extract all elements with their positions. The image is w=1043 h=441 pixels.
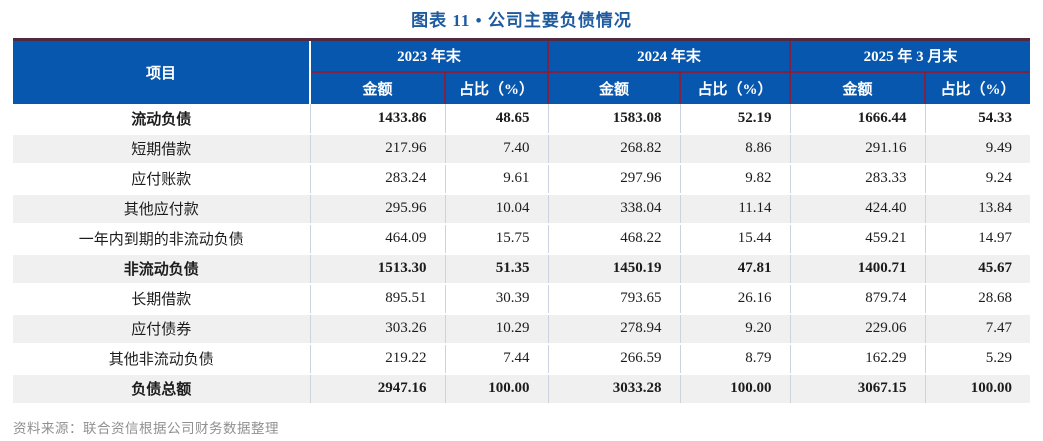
col-header-ratio-2023: 占比（%） <box>443 71 549 104</box>
row-label: 其他应付款 <box>13 193 310 225</box>
cell-value: 5.29 <box>924 343 1031 375</box>
table-row: 应付账款 283.24 9.61 297.96 9.82 283.33 9.24 <box>13 163 1031 195</box>
cell-value: 1450.19 <box>547 253 681 285</box>
cell-value: 45.67 <box>924 253 1031 285</box>
cell-value: 1400.71 <box>789 253 926 285</box>
figure-title: 图表 11 • 公司主要负债情况 <box>411 11 632 30</box>
table-row: 长期借款 895.51 30.39 793.65 26.16 879.74 28.68 <box>13 283 1031 315</box>
cell-value: 297.96 <box>547 163 681 195</box>
row-label: 短期借款 <box>13 133 310 165</box>
col-group-2023: 2023 年末 <box>310 39 549 73</box>
col-header-ratio-2024: 占比（%） <box>679 71 791 104</box>
cell-value: 229.06 <box>789 313 926 345</box>
cell-value: 100.00 <box>444 373 549 405</box>
cell-value: 303.26 <box>309 313 445 345</box>
cell-value: 9.24 <box>924 163 1031 195</box>
cell-value: 10.04 <box>444 193 549 225</box>
cell-value: 217.96 <box>309 133 445 165</box>
table-body: 流动负债 1433.86 48.65 1583.08 52.19 1666.44 54.33… <box>13 103 1031 405</box>
cell-value: 291.16 <box>789 133 926 165</box>
table-row: 负债总额 2947.16 100.00 3033.28 100.00 3067.15 100… <box>13 373 1031 405</box>
col-header-amount-2023: 金额 <box>310 71 445 104</box>
cell-value: 28.68 <box>924 283 1031 315</box>
cell-value: 100.00 <box>679 373 791 405</box>
cell-value: 879.74 <box>789 283 926 315</box>
cell-value: 7.44 <box>444 343 549 375</box>
cell-value: 51.35 <box>444 253 549 285</box>
cell-value: 459.21 <box>789 223 926 255</box>
cell-value: 468.22 <box>547 223 681 255</box>
cell-value: 10.29 <box>444 313 549 345</box>
row-label: 其他非流动负债 <box>13 343 310 375</box>
cell-value: 9.61 <box>444 163 549 195</box>
row-label: 一年内到期的非流动负债 <box>13 223 310 255</box>
cell-value: 13.84 <box>924 193 1031 225</box>
table-row: 一年内到期的非流动负债 464.09 15.75 468.22 15.44 459.21 1… <box>13 223 1031 255</box>
cell-value: 100.00 <box>924 373 1031 405</box>
cell-value: 54.33 <box>924 103 1031 135</box>
cell-value: 283.24 <box>309 163 445 195</box>
cell-value: 9.20 <box>679 313 791 345</box>
cell-value: 1666.44 <box>789 103 926 135</box>
col-header-ratio-2025: 占比（%） <box>924 71 1031 104</box>
row-label: 流动负债 <box>13 103 310 135</box>
cell-value: 283.33 <box>789 163 926 195</box>
table-row: 应付债券 303.26 10.29 278.94 9.20 229.06 7.47 <box>13 313 1031 345</box>
cell-value: 219.22 <box>309 343 445 375</box>
col-group-2024: 2024 年末 <box>547 39 791 73</box>
cell-value: 2947.16 <box>309 373 445 405</box>
cell-value: 1583.08 <box>547 103 681 135</box>
cell-value: 3067.15 <box>789 373 926 405</box>
col-header-amount-2025: 金额 <box>789 71 926 104</box>
cell-value: 266.59 <box>547 343 681 375</box>
col-group-2025: 2025 年 3 月末 <box>789 39 1031 73</box>
source-note: 资料来源：联合资信根据公司财务数据整理 <box>13 421 279 436</box>
cell-value: 895.51 <box>309 283 445 315</box>
table-row: 短期借款 217.96 7.40 268.82 8.86 291.16 9.49 <box>13 133 1031 165</box>
table-row: 其他应付款 295.96 10.04 338.04 11.14 424.40 13.84 <box>13 193 1031 225</box>
table-row: 其他非流动负债 219.22 7.44 266.59 8.79 162.29 5.29 <box>13 343 1031 375</box>
row-label: 应付账款 <box>13 163 310 195</box>
col-header-amount-2024: 金额 <box>547 71 681 104</box>
cell-value: 47.81 <box>679 253 791 285</box>
cell-value: 1433.86 <box>309 103 445 135</box>
cell-value: 26.16 <box>679 283 791 315</box>
table-row: 非流动负债 1513.30 51.35 1450.19 47.81 1400.71 45.6… <box>13 253 1031 285</box>
table-header: 项目 2023 年末 2024 年末 2025 年 3 月末 金额 占比（%） … <box>13 39 1031 104</box>
liabilities-table-wrap: 项目 2023 年末 2024 年末 2025 年 3 月末 金额 占比（%） … <box>13 38 1031 405</box>
cell-value: 793.65 <box>547 283 681 315</box>
cell-value: 9.49 <box>924 133 1031 165</box>
liabilities-table: 项目 2023 年末 2024 年末 2025 年 3 月末 金额 占比（%） … <box>13 38 1031 405</box>
cell-value: 8.86 <box>679 133 791 165</box>
cell-value: 30.39 <box>444 283 549 315</box>
cell-value: 162.29 <box>789 343 926 375</box>
cell-value: 14.97 <box>924 223 1031 255</box>
cell-value: 15.75 <box>444 223 549 255</box>
cell-value: 268.82 <box>547 133 681 165</box>
cell-value: 464.09 <box>309 223 445 255</box>
cell-value: 9.82 <box>679 163 791 195</box>
cell-value: 3033.28 <box>547 373 681 405</box>
cell-value: 424.40 <box>789 193 926 225</box>
cell-value: 1513.30 <box>309 253 445 285</box>
row-label: 长期借款 <box>13 283 310 315</box>
cell-value: 295.96 <box>309 193 445 225</box>
cell-value: 7.47 <box>924 313 1031 345</box>
row-label: 非流动负债 <box>13 253 310 285</box>
cell-value: 52.19 <box>679 103 791 135</box>
cell-value: 7.40 <box>444 133 549 165</box>
col-header-item: 项目 <box>13 39 311 104</box>
cell-value: 15.44 <box>679 223 791 255</box>
cell-value: 48.65 <box>444 103 549 135</box>
table-row: 流动负债 1433.86 48.65 1583.08 52.19 1666.44 54.33 <box>13 103 1031 135</box>
cell-value: 278.94 <box>547 313 681 345</box>
cell-value: 11.14 <box>679 193 791 225</box>
row-label: 负债总额 <box>13 373 310 405</box>
cell-value: 8.79 <box>679 343 791 375</box>
cell-value: 338.04 <box>547 193 681 225</box>
row-label: 应付债券 <box>13 313 310 345</box>
